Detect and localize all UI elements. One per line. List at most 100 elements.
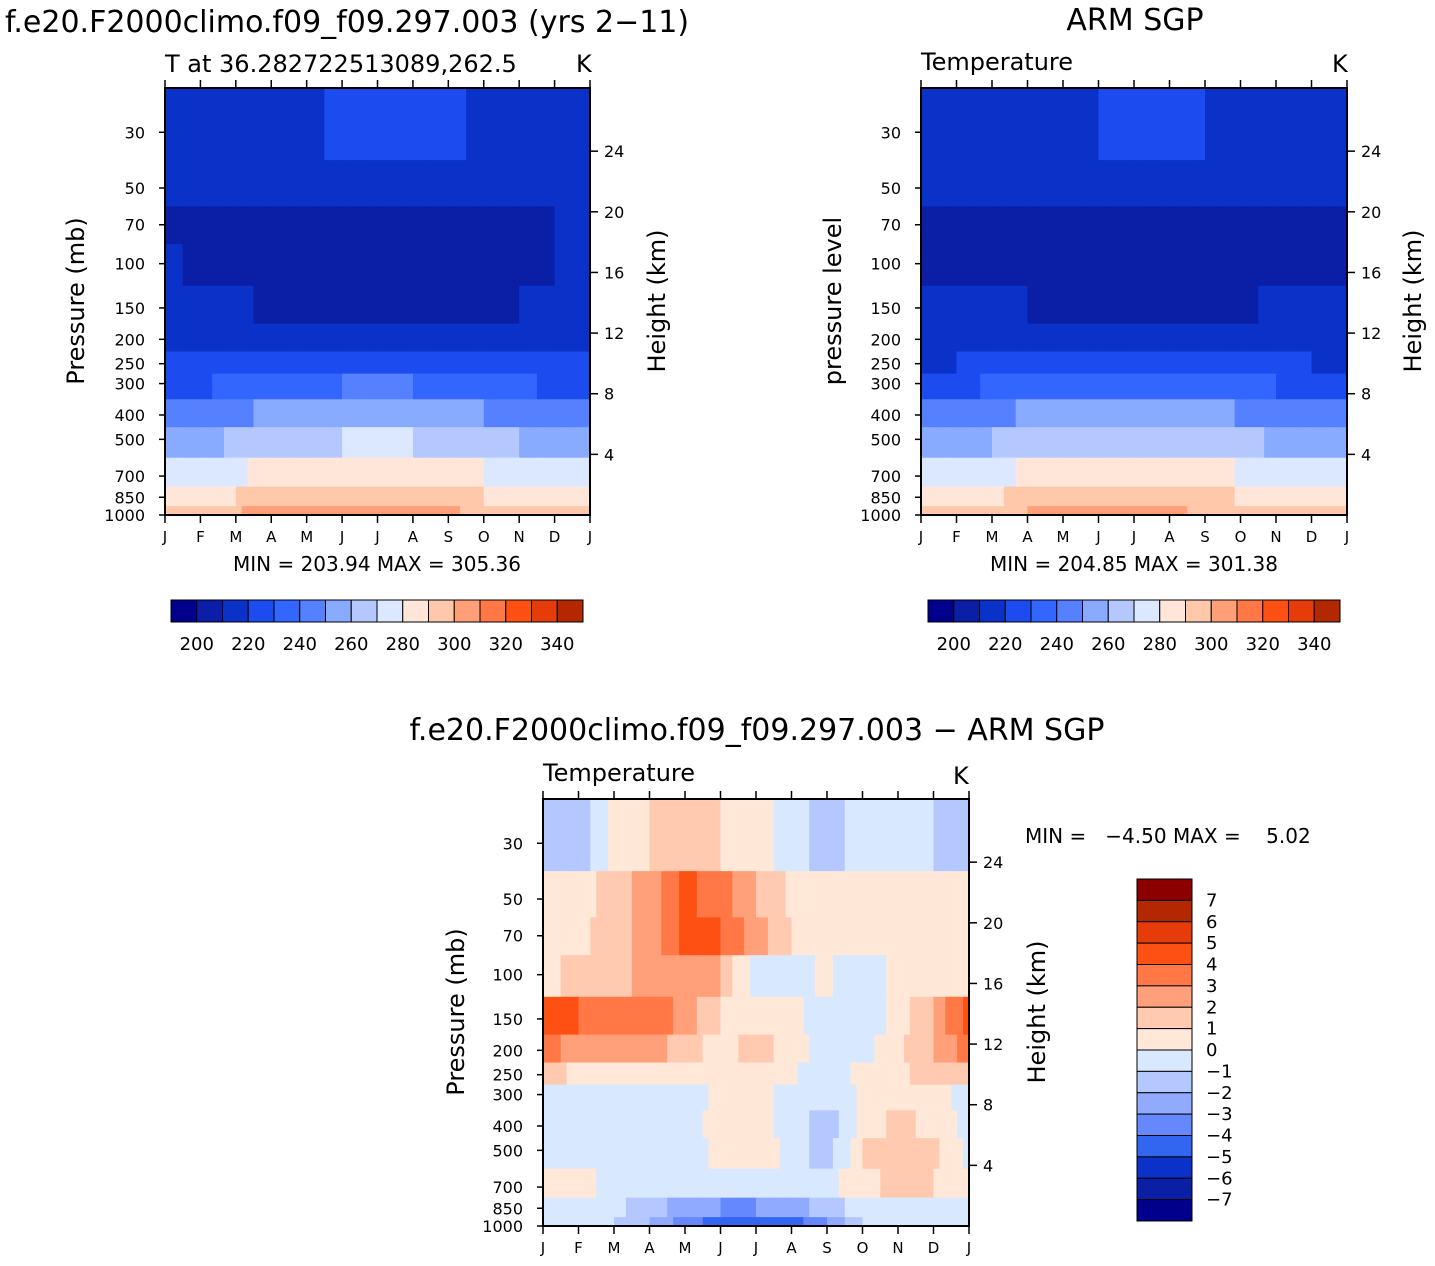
contour-cell bbox=[200, 506, 207, 515]
contour-cell bbox=[932, 323, 940, 353]
contour-cell bbox=[530, 427, 538, 459]
y-tick-label: 250 bbox=[870, 355, 901, 374]
contour-cell bbox=[986, 351, 993, 375]
contour-cell bbox=[442, 399, 449, 428]
contour-cell bbox=[791, 917, 799, 956]
colorbar-swatch bbox=[1082, 599, 1109, 623]
contour-cell bbox=[1086, 206, 1094, 245]
contour-cell bbox=[903, 871, 911, 918]
x-tick-label: M bbox=[1057, 528, 1070, 546]
contour-cell bbox=[614, 1168, 621, 1199]
contour-cell bbox=[483, 323, 491, 353]
contour-cell bbox=[1228, 285, 1236, 325]
contour-cell bbox=[1151, 88, 1159, 161]
contour-cell bbox=[548, 323, 556, 353]
contour-cell bbox=[892, 1084, 899, 1111]
contour-cell bbox=[342, 351, 349, 375]
contour-cell bbox=[578, 1110, 586, 1139]
contour-cell bbox=[921, 373, 928, 400]
contour-cell bbox=[407, 457, 414, 488]
contour-cell bbox=[726, 799, 733, 872]
contour-cell bbox=[554, 799, 562, 872]
contour-cell bbox=[1051, 285, 1058, 325]
contour-cell bbox=[868, 955, 875, 998]
colorbar-swatch bbox=[1136, 899, 1193, 923]
contour-cell bbox=[229, 285, 237, 325]
colorbar-label: 280 bbox=[386, 634, 420, 655]
contour-cell bbox=[1116, 506, 1123, 515]
contour-cell bbox=[1252, 206, 1259, 245]
contour-cell bbox=[756, 1217, 763, 1226]
contour-cell bbox=[525, 373, 532, 400]
contour-cell bbox=[253, 457, 261, 488]
contour-cell bbox=[956, 206, 964, 245]
contour-cell bbox=[1311, 399, 1319, 428]
contour-cell bbox=[1027, 285, 1035, 325]
contour-cell bbox=[566, 996, 574, 1036]
contour-cell bbox=[578, 1197, 586, 1218]
contour-cell bbox=[997, 323, 1005, 353]
contour-cell bbox=[1187, 160, 1194, 207]
contour-cell bbox=[1181, 285, 1188, 325]
contour-cell bbox=[235, 206, 243, 245]
contour-cell bbox=[886, 996, 893, 1036]
contour-cell bbox=[963, 871, 969, 918]
contour-cell bbox=[1222, 373, 1230, 400]
contour-cell bbox=[1145, 457, 1153, 488]
contour-cell bbox=[294, 427, 302, 459]
contour-cell bbox=[466, 160, 473, 207]
contour-cell bbox=[649, 1197, 657, 1218]
contour-cell bbox=[933, 955, 941, 998]
contour-cell bbox=[602, 1084, 609, 1111]
contour-cell bbox=[1009, 373, 1017, 400]
contour-cell bbox=[365, 244, 373, 287]
contour-cell bbox=[602, 871, 609, 918]
contour-cell bbox=[927, 1168, 935, 1199]
contour-cell bbox=[259, 244, 266, 287]
contour-cell bbox=[957, 1168, 964, 1199]
contour-cell bbox=[643, 871, 651, 918]
contour-cell bbox=[708, 1062, 716, 1086]
contour-cell bbox=[1193, 399, 1200, 428]
contour-cell bbox=[389, 323, 396, 353]
contour-cell bbox=[649, 1084, 657, 1111]
contour-cell bbox=[548, 1168, 556, 1199]
contour-cell bbox=[602, 1062, 609, 1086]
contour-cell bbox=[1181, 373, 1188, 400]
contour-cell bbox=[679, 917, 686, 956]
contour-cell bbox=[874, 799, 881, 872]
contour-cell bbox=[1187, 323, 1194, 353]
colorbar-swatch bbox=[222, 599, 249, 623]
colorbar-label: 320 bbox=[1246, 634, 1280, 655]
contour-cell bbox=[543, 871, 550, 918]
contour-cell bbox=[1281, 506, 1289, 515]
contour-cell bbox=[1193, 206, 1200, 245]
contour-cell bbox=[430, 457, 438, 488]
contour-cell bbox=[708, 1084, 716, 1111]
contour-cell bbox=[383, 486, 390, 507]
contour-cell bbox=[791, 1110, 799, 1139]
contour-cell bbox=[862, 1084, 870, 1111]
contour-cell bbox=[1323, 88, 1330, 161]
contour-cell bbox=[1092, 285, 1100, 325]
contour-cell bbox=[1086, 399, 1094, 428]
contour-cell bbox=[856, 1062, 864, 1086]
contour-cell bbox=[944, 351, 952, 375]
contour-cell bbox=[1187, 285, 1194, 325]
contour-cell bbox=[1205, 285, 1212, 325]
contour-cell bbox=[939, 1062, 946, 1086]
contour-cell bbox=[1045, 285, 1052, 325]
contour-cell bbox=[466, 427, 473, 459]
contour-cell bbox=[791, 1062, 799, 1086]
contour-cell bbox=[702, 871, 710, 918]
contour-cell bbox=[224, 457, 231, 488]
contour-cell bbox=[844, 917, 852, 956]
contour-cell bbox=[312, 399, 320, 428]
contour-cell bbox=[596, 1138, 603, 1170]
contour-cell bbox=[188, 373, 196, 400]
contour-cell bbox=[945, 1168, 952, 1199]
contour-cell bbox=[838, 996, 846, 1036]
contour-cell bbox=[371, 351, 379, 375]
contour-cell bbox=[188, 457, 196, 488]
contour-cell bbox=[827, 1217, 834, 1226]
